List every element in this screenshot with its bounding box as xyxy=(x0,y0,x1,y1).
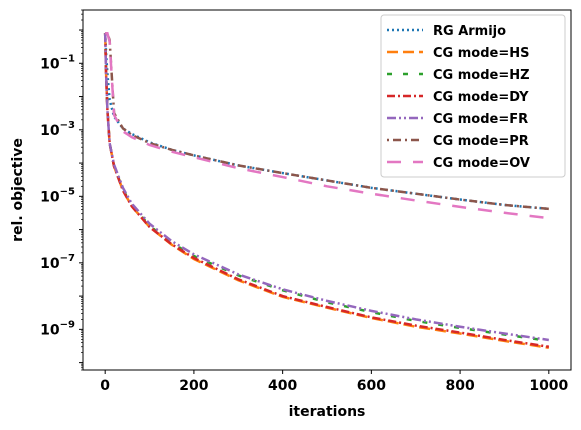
legend-box xyxy=(380,14,566,178)
x-tick-label: 600 xyxy=(357,378,386,394)
series-layer xyxy=(103,32,550,349)
series-line-3 xyxy=(103,33,549,343)
series-line-4 xyxy=(103,33,550,348)
y-tick-label: 10−1 xyxy=(40,53,75,72)
legend: RG Armijo CG mode=HS CG mode=HZ CG mode=DY C… xyxy=(380,14,566,178)
x-tick-label: 1000 xyxy=(529,378,568,394)
plot-frame xyxy=(82,9,572,371)
y-axis: 10−110−310−510−710−9 xyxy=(40,9,83,371)
series-line-7 xyxy=(105,32,549,220)
y-tick-mantissa: 10 xyxy=(40,56,60,72)
y-axis-label: rel. objective xyxy=(10,138,26,242)
x-tick-label: 400 xyxy=(268,378,297,394)
y-tick-mantissa: 10 xyxy=(40,189,60,205)
y-tick-exponent: −7 xyxy=(60,253,75,264)
x-tick-label: 0 xyxy=(100,378,110,394)
y-tick-label: 10−5 xyxy=(40,186,75,205)
y-tick-exponent: −1 xyxy=(60,53,75,64)
legend-label: CG mode=OV xyxy=(433,156,530,171)
legend-label: CG mode=PR xyxy=(433,134,529,149)
y-tick-exponent: −3 xyxy=(60,120,75,131)
x-axis: 0 200 400 600 800 1000 xyxy=(100,370,569,394)
y-tick-exponent: −5 xyxy=(60,186,75,197)
y-tick-label: 10−3 xyxy=(40,120,75,139)
series-line-5 xyxy=(103,33,549,342)
x-tick-label: 200 xyxy=(179,378,208,394)
y-tick-label: 10−7 xyxy=(40,253,75,272)
x-axis-label: iterations xyxy=(289,404,366,420)
legend-label: CG mode=HS xyxy=(433,46,529,61)
y-tick-mantissa: 10 xyxy=(40,123,60,139)
y-tick-mantissa: 10 xyxy=(40,256,60,272)
y-tick-label: 10−9 xyxy=(40,319,75,338)
y-tick-mantissa: 10 xyxy=(40,322,60,338)
legend-label: CG mode=HZ xyxy=(433,68,530,83)
legend-label: CG mode=FR xyxy=(433,112,528,127)
x-tick-label: 800 xyxy=(445,378,474,394)
y-tick-exponent: −9 xyxy=(60,319,75,330)
legend-label: CG mode=DY xyxy=(433,90,529,105)
legend-label: RG Armijo xyxy=(433,24,506,39)
